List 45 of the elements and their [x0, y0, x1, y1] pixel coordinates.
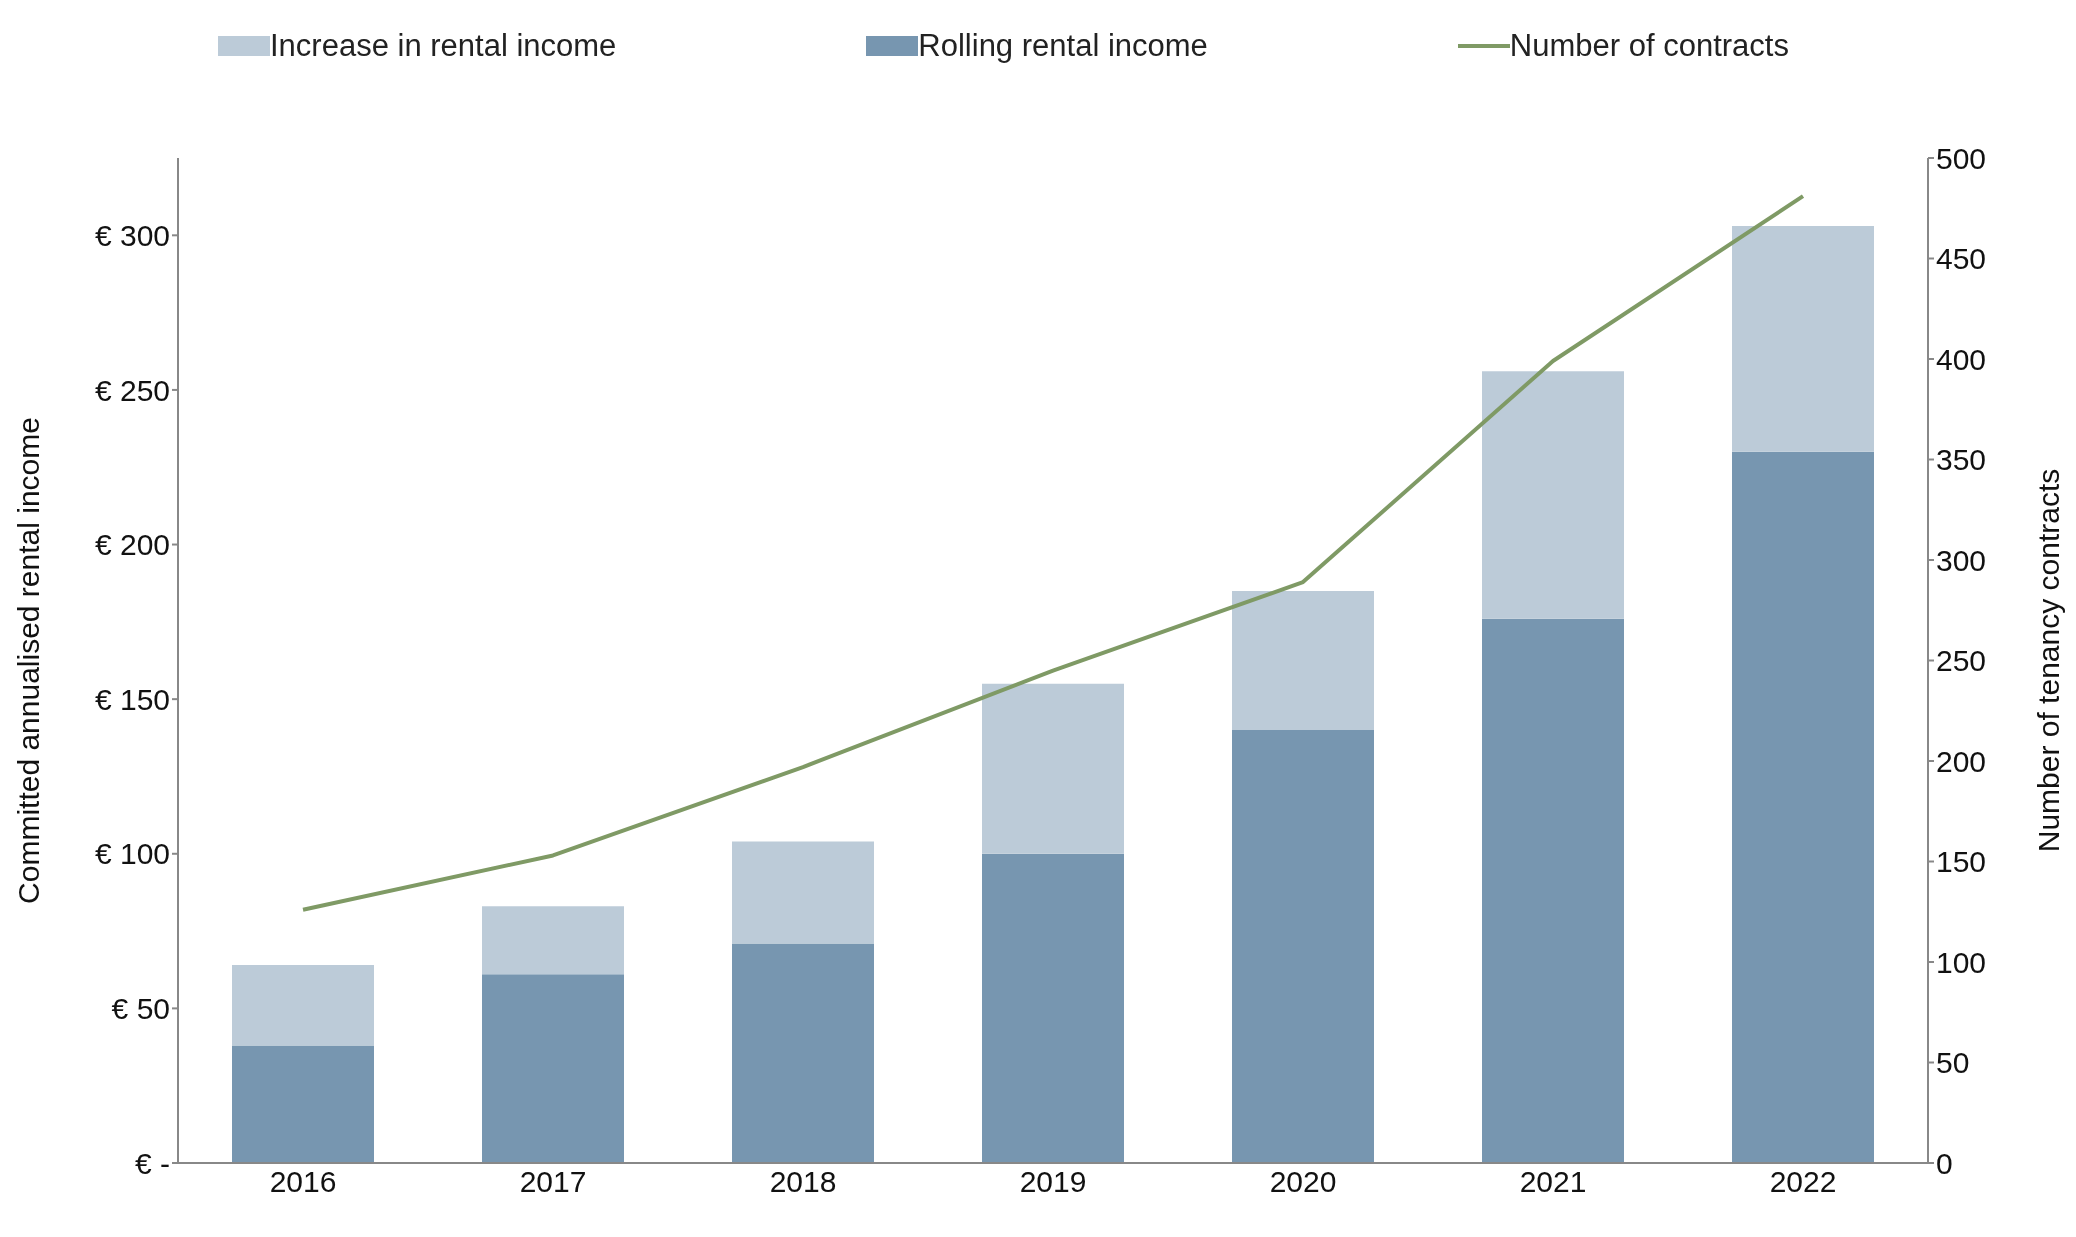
- y-tick-label: € 50: [111, 992, 170, 1026]
- x-tick-label: 2021: [1519, 1165, 1587, 1199]
- y2-tick-label: 400: [1936, 342, 1987, 376]
- x-tick-label: 2018: [769, 1165, 837, 1199]
- bar: [1482, 618, 1624, 1163]
- y2-tick-label: 150: [1936, 845, 1987, 879]
- x-tick-label: 2016: [269, 1165, 337, 1199]
- y-tick-label: € 250: [94, 373, 170, 407]
- y-axis-title: Committed annualised rental income: [11, 417, 45, 904]
- y2-tick-label: 450: [1936, 242, 1987, 276]
- x-tick-label: 2017: [519, 1165, 587, 1199]
- y2-tick-label: 250: [1936, 644, 1987, 678]
- y2-axis-title: Number of tenancy contracts: [2031, 468, 2065, 853]
- bar: [982, 683, 1124, 854]
- bar: [732, 943, 874, 1163]
- y2-tick-label: 500: [1936, 141, 1987, 175]
- x-tick-label: 2022: [1769, 1165, 1837, 1199]
- y-tick-label: € 300: [94, 218, 170, 252]
- bar: [1482, 371, 1624, 619]
- y2-tick-label: 200: [1936, 744, 1987, 778]
- bar: [232, 1045, 374, 1163]
- y2-tick-label: 50: [1936, 1046, 1970, 1080]
- x-tick-label: 2019: [1019, 1165, 1087, 1199]
- y-tick-label: € 150: [94, 682, 170, 716]
- legend-label: Rolling rental income: [918, 28, 1208, 64]
- bar: [1732, 226, 1874, 452]
- legend-label: Number of contracts: [1509, 28, 1789, 64]
- bar: [732, 841, 874, 944]
- legend-label: Increase in rental income: [270, 28, 617, 64]
- bar: [232, 965, 374, 1046]
- y2-tick-label: 300: [1936, 543, 1987, 577]
- bar: [1232, 590, 1374, 731]
- bar: [1732, 451, 1874, 1163]
- y2-tick-label: 100: [1936, 945, 1987, 979]
- x-tick-label: 2020: [1269, 1165, 1337, 1199]
- y-tick-label: € -: [134, 1146, 170, 1180]
- y-tick-label: € 200: [94, 528, 170, 562]
- bar: [982, 853, 1124, 1163]
- bar: [482, 906, 624, 975]
- y-tick-label: € 100: [94, 837, 170, 871]
- line-series: [301, 194, 1805, 912]
- bar: [1232, 730, 1374, 1163]
- y2-tick-label: 350: [1936, 443, 1987, 477]
- bar: [482, 974, 624, 1163]
- y2-tick-label: 0: [1936, 1146, 1953, 1180]
